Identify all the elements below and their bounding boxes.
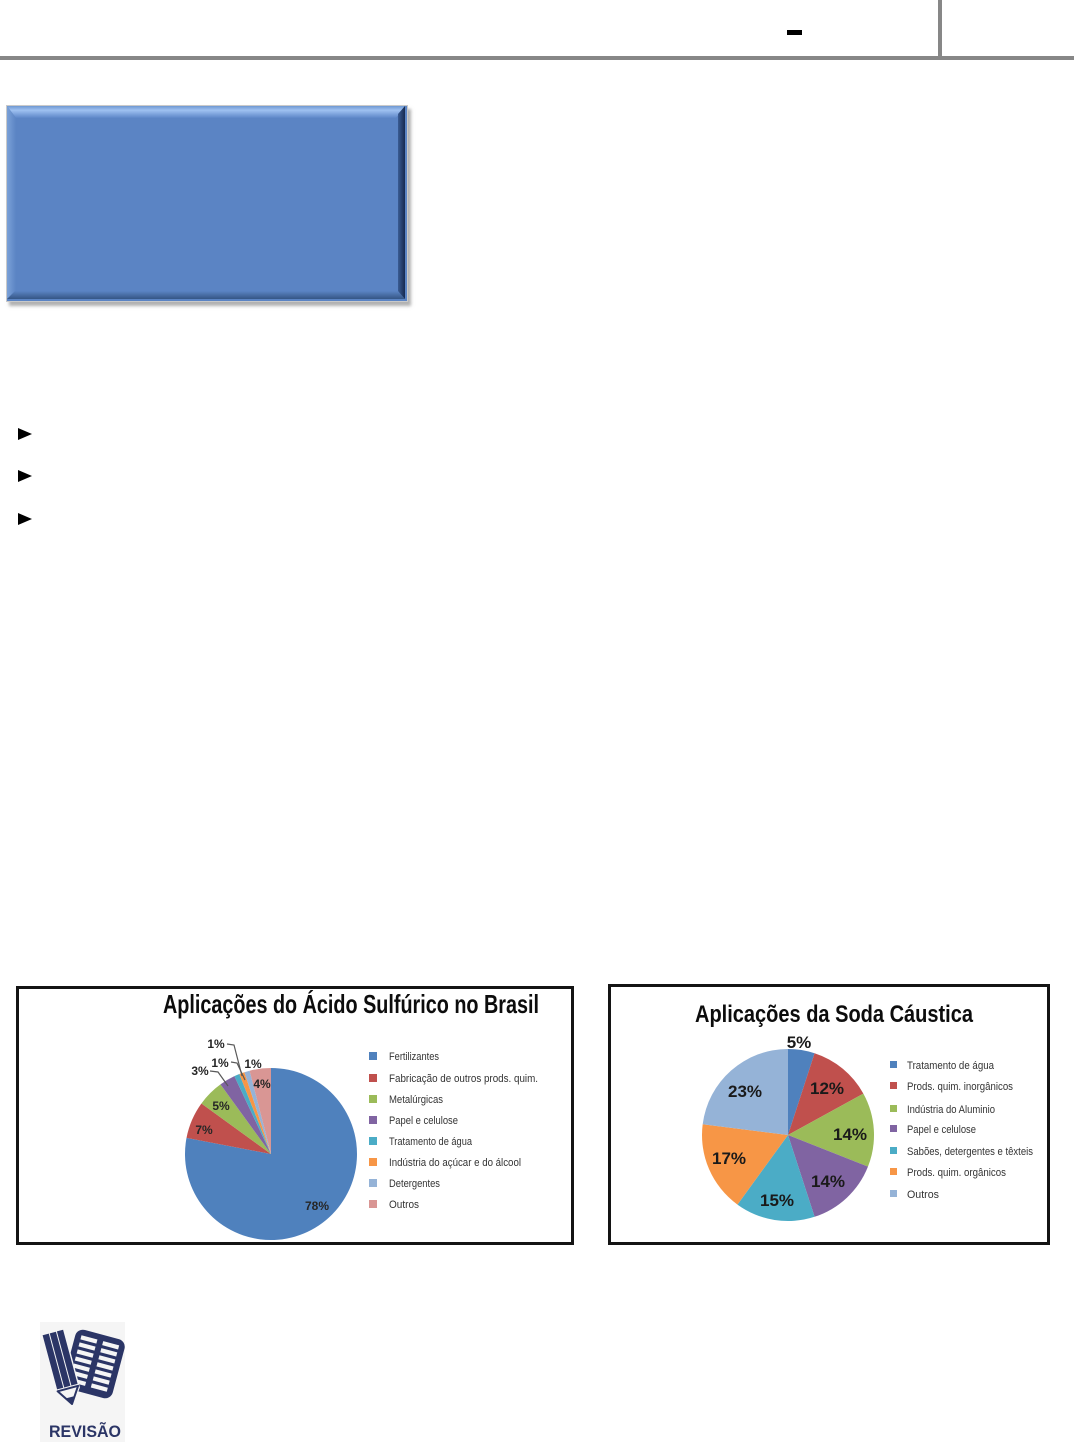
- svg-text:REVISÃO: REVISÃO: [49, 1421, 121, 1441]
